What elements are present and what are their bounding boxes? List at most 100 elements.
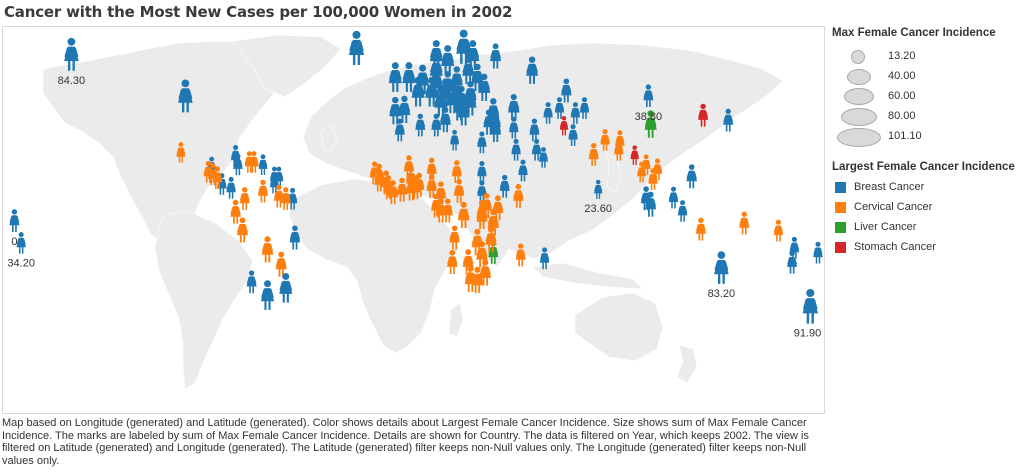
female-person-icon[interactable] (477, 131, 487, 154)
female-person-icon[interactable] (686, 164, 698, 189)
female-person-icon[interactable] (479, 259, 492, 286)
female-person-icon[interactable] (394, 118, 405, 142)
female-person-icon[interactable] (289, 225, 301, 250)
female-person-icon[interactable] (258, 154, 268, 175)
female-person-icon[interactable] (559, 115, 569, 136)
female-person-icon[interactable] (388, 62, 402, 92)
female-person-icon[interactable] (588, 142, 599, 166)
female-person-icon[interactable] (643, 84, 654, 107)
female-person-icon[interactable] (641, 154, 651, 175)
female-person-icon[interactable] (453, 93, 466, 121)
female-person-icon[interactable] (652, 158, 663, 181)
female-person-icon[interactable] (739, 211, 750, 235)
female-person-icon[interactable] (457, 201, 470, 229)
female-person-icon[interactable] (236, 217, 249, 243)
female-person-icon[interactable] (260, 280, 275, 310)
female-person-icon[interactable] (554, 97, 565, 119)
female-person-icon[interactable] (348, 30, 365, 66)
female-person-icon[interactable] (415, 113, 426, 137)
female-person-icon[interactable] (513, 183, 524, 208)
female-person-icon[interactable] (64, 37, 79, 71)
female-person-icon[interactable] (246, 270, 257, 294)
female-person-icon[interactable] (257, 179, 269, 203)
female-person-icon[interactable] (518, 159, 528, 182)
female-person-icon[interactable] (593, 179, 603, 200)
female-person-icon[interactable] (543, 102, 553, 124)
female-person-icon[interactable] (813, 241, 823, 264)
female-person-icon[interactable] (9, 209, 20, 233)
female-person-icon[interactable] (449, 225, 460, 250)
female-person-icon[interactable] (477, 160, 487, 183)
female-person-icon[interactable] (630, 145, 640, 165)
female-person-icon[interactable] (677, 200, 688, 222)
female-person-icon[interactable] (274, 166, 284, 188)
female-person-icon[interactable] (374, 168, 385, 192)
female-person-icon[interactable] (492, 195, 504, 221)
female-person-icon[interactable] (426, 157, 437, 181)
female-person-icon[interactable] (446, 85, 459, 114)
female-person-icon[interactable] (789, 236, 800, 259)
female-person-icon[interactable] (464, 88, 477, 116)
female-person-icon[interactable] (446, 249, 458, 274)
size-legend-item[interactable]: 80.00 (832, 108, 1027, 126)
female-person-icon[interactable] (471, 228, 484, 256)
female-person-icon[interactable] (490, 43, 502, 69)
female-person-icon[interactable] (442, 198, 454, 223)
female-person-icon[interactable] (462, 249, 474, 275)
female-person-icon[interactable] (499, 174, 510, 198)
size-legend-item[interactable]: 13.20 (832, 48, 1027, 66)
female-person-icon[interactable] (434, 86, 448, 117)
female-person-icon[interactable] (279, 272, 293, 303)
female-person-icon[interactable] (714, 251, 729, 284)
female-person-icon[interactable] (176, 142, 186, 163)
map-canvas[interactable]: 23.60 34.20 38.80 0 83.20 84.30 91.90 (3, 27, 824, 413)
female-person-icon[interactable] (539, 247, 550, 270)
female-person-icon[interactable] (568, 124, 578, 146)
female-person-icon[interactable] (487, 98, 500, 126)
female-person-icon[interactable] (435, 181, 447, 206)
female-person-icon[interactable] (387, 180, 399, 205)
female-person-icon[interactable] (787, 250, 798, 274)
female-person-icon[interactable] (426, 173, 438, 198)
female-person-icon[interactable] (478, 73, 491, 101)
female-person-icon[interactable] (695, 217, 706, 241)
female-person-icon[interactable] (645, 191, 657, 217)
female-person-icon[interactable] (476, 203, 488, 229)
female-person-icon[interactable] (249, 151, 259, 173)
female-person-icon[interactable] (511, 138, 521, 161)
female-person-icon[interactable] (16, 232, 26, 254)
map-view[interactable]: 23.60 34.20 38.80 0 83.20 84.30 91.90 (2, 26, 825, 414)
female-person-icon[interactable] (485, 226, 497, 253)
female-person-icon[interactable] (600, 129, 610, 151)
female-person-icon[interactable] (579, 97, 590, 119)
female-person-icon[interactable] (538, 147, 549, 168)
female-person-icon[interactable] (273, 184, 284, 208)
female-person-icon[interactable] (507, 93, 520, 121)
female-person-icon[interactable] (402, 62, 416, 92)
female-person-icon[interactable] (425, 76, 439, 107)
female-person-icon[interactable] (529, 118, 540, 142)
female-person-icon[interactable] (178, 79, 193, 113)
female-person-icon[interactable] (477, 180, 487, 203)
female-person-icon[interactable] (287, 187, 298, 210)
legend-item-liver-cancer[interactable]: Liver Cancer (832, 219, 1027, 239)
female-person-icon[interactable] (560, 78, 572, 103)
female-person-icon[interactable] (450, 129, 460, 151)
legend-item-breast-cancer[interactable]: Breast Cancer (832, 179, 1027, 199)
female-person-icon[interactable] (396, 177, 408, 202)
female-person-icon[interactable] (275, 251, 287, 277)
female-person-icon[interactable] (515, 243, 526, 267)
female-person-icon[interactable] (398, 95, 411, 124)
female-person-icon[interactable] (212, 166, 223, 190)
female-person-icon[interactable] (411, 76, 425, 107)
legend-item-cervical-cancer[interactable]: Cervical Cancer (832, 199, 1027, 219)
female-person-icon[interactable] (261, 236, 274, 263)
female-person-icon[interactable] (226, 176, 236, 199)
size-legend-item[interactable]: 40.00 (832, 68, 1027, 86)
legend-item-stomach-cancer[interactable]: Stomach Cancer (832, 239, 1027, 259)
female-person-icon[interactable] (526, 56, 539, 84)
size-legend-item[interactable]: 60.00 (832, 88, 1027, 106)
female-person-icon[interactable] (233, 153, 243, 176)
female-person-icon[interactable] (230, 199, 241, 224)
female-person-icon[interactable] (441, 45, 455, 75)
